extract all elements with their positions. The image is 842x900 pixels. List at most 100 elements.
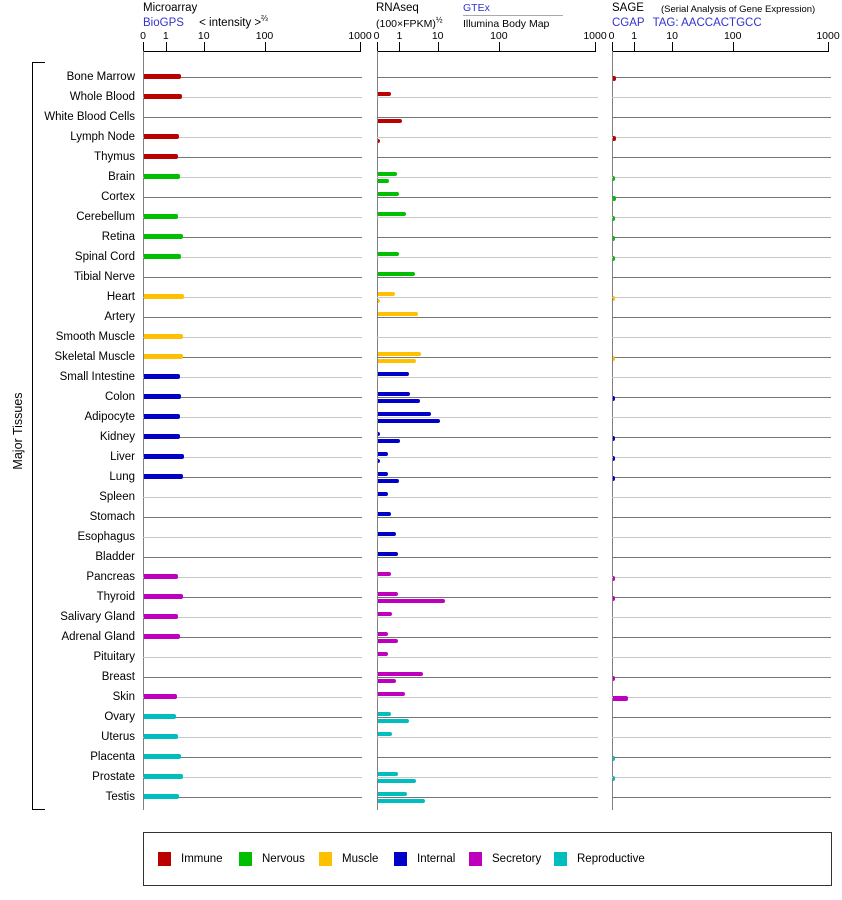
row-gridline <box>611 217 831 218</box>
bracket-top-cap <box>32 62 45 63</box>
bar-rnaseq-gtex <box>377 412 431 416</box>
rnaseq-title: RNAseq <box>376 2 419 14</box>
row-gridline <box>376 397 598 398</box>
legend-label: Immune <box>181 853 223 865</box>
axis-tick-label: 0 <box>608 30 615 42</box>
row-gridline <box>376 717 598 718</box>
row-gridline <box>611 797 831 798</box>
bar-rnaseq-illumina <box>377 719 409 723</box>
row-gridline <box>143 317 362 318</box>
row-gridline <box>143 237 362 238</box>
axis-tick-2 <box>634 42 636 51</box>
bar-rnaseq-gtex <box>377 552 399 556</box>
tissue-label: Cortex <box>101 191 135 203</box>
tissue-label: Spinal Cord <box>74 251 135 263</box>
bar-rnaseq-illumina <box>377 139 380 143</box>
row-gridline <box>143 577 362 578</box>
bar-rnaseq-illumina <box>377 599 445 603</box>
bar-microarray <box>144 794 180 799</box>
tissue-label: Liver <box>110 451 135 463</box>
biogps-link[interactable]: BioGPS <box>143 17 184 29</box>
legend-swatch-reproductive <box>554 852 567 866</box>
tissue-label: Smooth Muscle <box>55 331 135 343</box>
sage-title: SAGE <box>612 2 644 14</box>
bar-sage <box>612 236 615 241</box>
row-gridline <box>376 377 598 378</box>
tissue-label: Spleen <box>99 491 135 503</box>
row-gridline <box>376 217 598 218</box>
tissue-label: Heart <box>106 291 135 303</box>
tissue-label: Colon <box>104 391 135 403</box>
axis-tick-label: 1000 <box>583 30 607 42</box>
tissue-label: Tibial Nerve <box>74 271 135 283</box>
rnaseq-unit-label: (100×FPKM)½ <box>376 15 443 30</box>
axis-tick-1 <box>399 42 401 51</box>
row-gridline <box>143 397 362 398</box>
sage-tag-link[interactable]: TAG: AACCACTGCC <box>652 17 762 29</box>
bar-microarray <box>144 454 185 459</box>
row-gridline <box>143 437 362 438</box>
row-gridline <box>611 517 831 518</box>
row-gridline <box>143 597 362 598</box>
bar-sage <box>612 596 615 601</box>
axis-tick-label: 100 <box>723 30 742 42</box>
tissue-label: Testis <box>105 791 135 803</box>
row-gridline <box>143 257 362 258</box>
axis-tick-label: 1 <box>396 30 403 42</box>
row-gridline <box>611 597 831 598</box>
bar-rnaseq-gtex <box>377 452 388 456</box>
row-gridline <box>376 297 598 298</box>
row-gridline <box>611 397 831 398</box>
row-gridline <box>611 497 831 498</box>
sage-subtitle: (Serial Analysis of Gene Expression) <box>661 4 816 15</box>
row-gridline <box>376 637 598 638</box>
bar-microarray <box>144 734 179 739</box>
row-gridline <box>143 757 362 758</box>
bar-microarray <box>144 234 184 239</box>
row-gridline <box>611 417 831 418</box>
row-gridline <box>376 137 598 138</box>
row-gridline <box>143 657 362 658</box>
tissue-label: Bone Marrow <box>66 71 135 83</box>
row-gridline <box>376 517 598 518</box>
bar-rnaseq-gtex <box>377 292 395 296</box>
row-gridline <box>611 377 831 378</box>
bar-microarray <box>144 474 183 479</box>
row-gridline <box>611 357 831 358</box>
legend-swatch-nervous <box>239 852 252 866</box>
axis-ruler-1 <box>376 51 596 52</box>
row-gridline <box>376 497 598 498</box>
row-gridline <box>376 597 598 598</box>
tissue-label: White Blood Cells <box>44 111 135 123</box>
axis-tick-label: 0 <box>373 30 380 42</box>
row-gridline <box>611 457 831 458</box>
gtex-link[interactable]: GTEx <box>463 2 490 14</box>
bar-rnaseq-illumina <box>377 679 396 683</box>
axis-tick-label: 10 <box>666 30 678 42</box>
bar-rnaseq-gtex <box>377 312 419 316</box>
tissue-label: Ovary <box>104 711 135 723</box>
bar-rnaseq-gtex <box>377 372 409 376</box>
row-gridline <box>143 737 362 738</box>
panel-axis-line-1 <box>376 51 378 810</box>
axis-tick-1 <box>498 42 500 51</box>
row-gridline <box>143 117 362 118</box>
axis-ruler-2 <box>611 51 829 52</box>
row-gridline <box>376 777 598 778</box>
row-gridline <box>143 717 362 718</box>
row-gridline <box>143 417 362 418</box>
row-gridline <box>143 517 362 518</box>
bar-rnaseq-gtex <box>377 572 392 576</box>
bar-rnaseq-gtex <box>377 472 388 476</box>
panel-axis-line-2 <box>611 51 613 810</box>
bar-microarray <box>144 754 182 759</box>
bracket-bottom-cap <box>32 809 45 810</box>
bar-sage <box>612 76 616 81</box>
tissue-label: Lung <box>109 471 135 483</box>
row-gridline <box>611 437 831 438</box>
cgap-link[interactable]: CGAP <box>612 17 645 29</box>
legend-label: Reproductive <box>577 853 645 865</box>
tissue-label: Kidney <box>99 431 135 443</box>
axis-tick-label: 1000 <box>348 30 372 42</box>
axis-tick-2 <box>672 42 674 51</box>
